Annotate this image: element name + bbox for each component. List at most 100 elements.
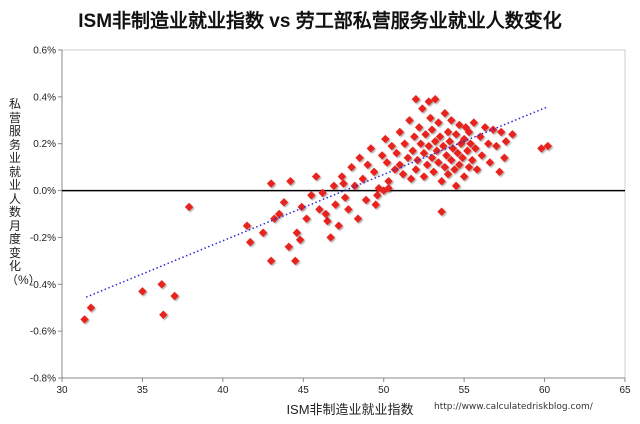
data-point [258,228,268,237]
x-tick-label: 50 [378,385,390,396]
x-tick-label: 55 [459,385,471,396]
data-point [408,146,417,155]
data-point [355,153,364,162]
data-point [363,160,372,169]
data-point [476,132,485,141]
data-point [350,181,359,191]
data-point [307,191,316,200]
data-point [419,148,429,158]
data-point [138,287,147,296]
data-point [159,310,168,319]
data-point [80,315,89,324]
data-point [387,141,396,151]
data-point [459,134,469,144]
data-point [266,256,276,266]
chart-title: ISM非制造业就业指数 vs 劳工部私营服务业就业人数变化 [78,11,562,32]
data-point [453,148,462,158]
data-point [323,216,332,226]
data-point [427,125,437,134]
data-point [447,155,456,165]
data-point [170,291,179,301]
data-point [339,179,348,188]
data-point [353,214,363,223]
data-point [448,144,458,153]
data-point [373,191,382,200]
x-tick-label: 65 [619,385,631,396]
data-point [467,155,477,165]
data-point [86,303,96,312]
data-point [434,158,443,167]
data-point [405,116,414,125]
data-point [464,127,474,137]
data-point [464,162,474,172]
data-point [411,165,421,174]
data-point [384,177,393,186]
data-point [337,172,347,181]
data-point [427,153,437,162]
data-point [406,174,416,184]
data-point [416,139,425,148]
data-point [422,160,432,169]
data-point [274,209,284,219]
y-tick-label: -0.2% [30,233,56,244]
data-point [331,200,340,209]
x-tick-label: 45 [298,385,310,396]
data-point [377,151,387,160]
data-point [537,144,546,153]
data-point [419,172,429,181]
data-point [495,167,504,177]
data-point [279,198,289,207]
data-point [411,95,421,104]
data-point [437,177,446,186]
y-tick-label: -0.8% [30,374,56,385]
data-point [443,127,453,137]
data-point [358,174,368,184]
data-point [451,130,461,139]
data-point [443,169,453,179]
data-point [424,97,433,106]
data-point [286,177,295,186]
x-tick-label: 30 [56,385,68,396]
data-point [295,235,305,244]
data-point [329,181,339,191]
data-point [361,195,371,205]
data-point [458,153,467,162]
data-point [434,118,443,127]
data-point [471,144,480,153]
data-point [472,165,482,174]
data-point [424,141,433,151]
data-point [508,130,517,139]
data-point [395,127,404,137]
data-point [426,113,435,123]
data-point [246,237,255,247]
y-axis-label: 私营服务业就业人数月度变化（%） [6,97,41,287]
data-point [429,167,438,177]
y-tick-label: 0.6% [33,46,56,57]
data-point [455,160,464,169]
data-point [347,162,356,172]
y-tick-label: 0.4% [33,92,56,103]
x-tick-label: 40 [217,385,229,396]
data-point [371,200,380,209]
data-point [266,179,276,188]
data-point [334,221,343,230]
x-tick-label: 35 [137,385,149,396]
data-point [543,141,552,151]
data-point [447,116,456,125]
y-tick-label: 0.2% [33,139,56,150]
data-point [451,181,461,191]
y-tick-label: -0.6% [30,327,56,338]
data-point [432,146,441,155]
data-point [413,155,422,165]
data-point [382,158,392,167]
data-point [395,160,404,169]
y-tick-label: -0.4% [30,280,56,291]
trend-line [85,106,547,298]
data-point [366,144,376,153]
data-point [315,205,324,214]
data-point [437,207,446,216]
data-point [302,214,311,223]
data-point [398,169,408,179]
data-point [445,137,454,146]
